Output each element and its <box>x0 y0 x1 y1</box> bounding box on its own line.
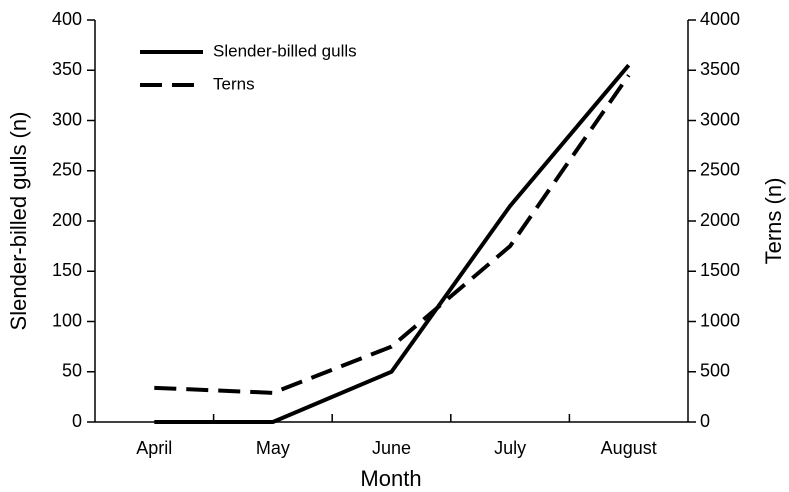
y-tick-label: 400 <box>52 9 82 29</box>
y2-tick-label: 2000 <box>700 210 740 230</box>
x-tick-label: June <box>372 438 411 458</box>
y2-tick-label: 1000 <box>700 310 740 330</box>
x-tick-label: August <box>601 438 657 458</box>
y2-tick-label: 4000 <box>700 9 740 29</box>
y-tick-label: 150 <box>52 260 82 280</box>
y-tick-label: 100 <box>52 310 82 330</box>
y-tick-label: 200 <box>52 210 82 230</box>
y-axis-title: Slender-billed gulls (n) <box>6 112 31 331</box>
y2-tick-label: 500 <box>700 361 730 381</box>
data-line <box>154 63 631 424</box>
legend-label: Slender-billed gulls <box>213 41 357 60</box>
x-tick-label: May <box>256 438 290 458</box>
y2-tick-label: 3000 <box>700 109 740 129</box>
legend-label: Terns <box>213 74 255 93</box>
y2-tick-label: 0 <box>700 411 710 431</box>
data-line <box>154 74 631 395</box>
y2-axis-title: Terns (n) <box>761 178 786 265</box>
y2-tick-label: 3500 <box>700 59 740 79</box>
y2-tick-label: 1500 <box>700 260 740 280</box>
y-tick-label: 350 <box>52 59 82 79</box>
y-tick-label: 250 <box>52 160 82 180</box>
y2-tick-label: 2500 <box>700 160 740 180</box>
x-tick-label: July <box>494 438 526 458</box>
x-axis-title: Month <box>360 466 421 491</box>
y-tick-label: 300 <box>52 109 82 129</box>
y-tick-label: 50 <box>62 361 82 381</box>
x-tick-label: April <box>136 438 172 458</box>
y-tick-label: 0 <box>72 411 82 431</box>
